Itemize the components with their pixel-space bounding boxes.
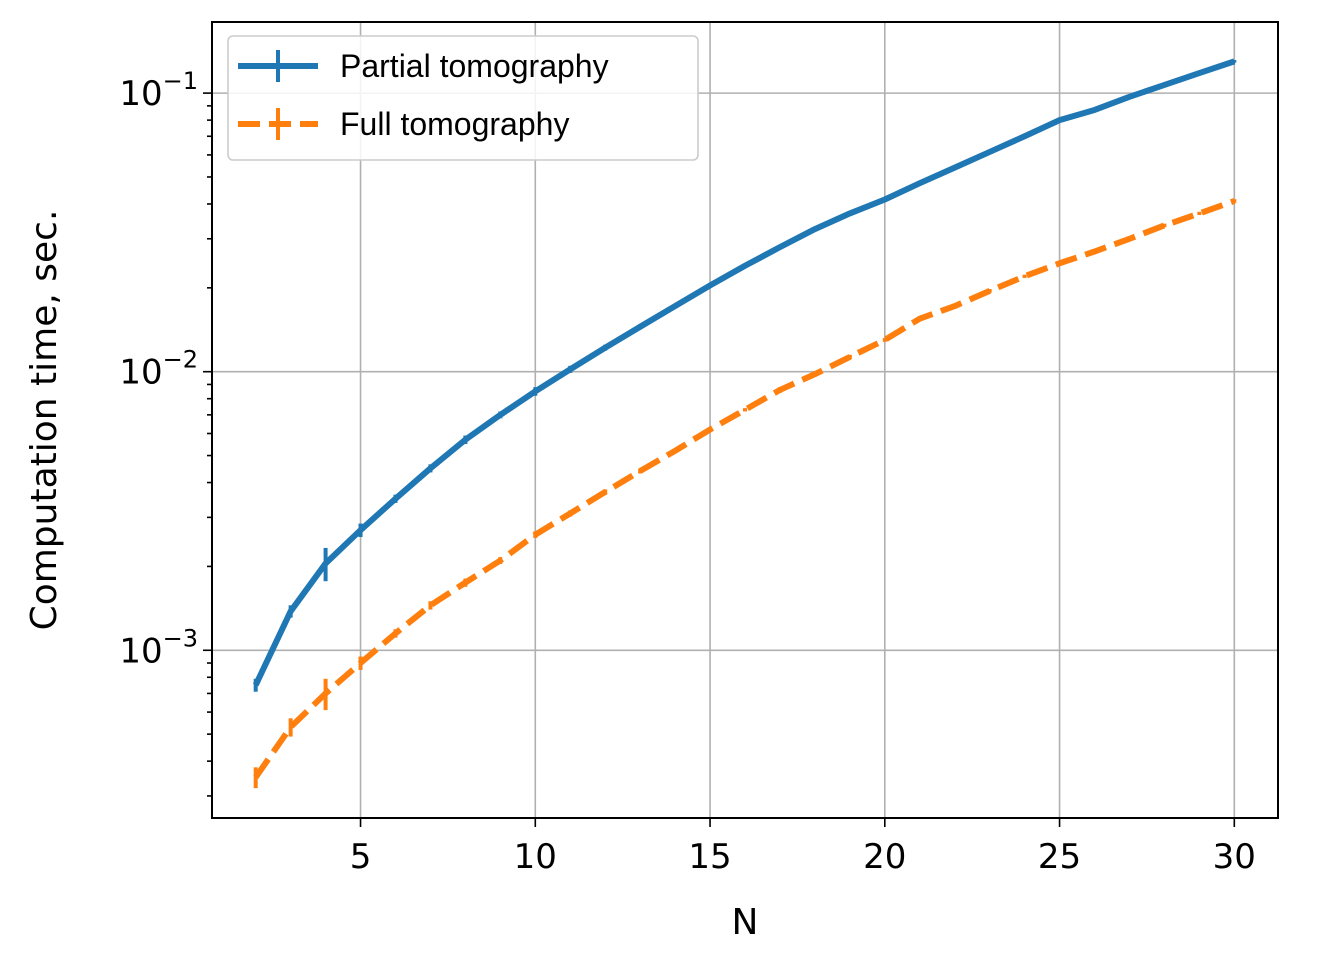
x-tick-label: 10 [514,837,557,877]
x-tick-label: 25 [1038,837,1081,877]
ticks [203,92,1236,827]
legend-entry-full: Full tomography [238,106,569,142]
tick-labels: 5 10 15 20 25 30 10−3 10−2 10−1 [119,67,1256,877]
legend-entry-partial: Partial tomography [238,48,609,84]
y-axis-label: Computation time, sec. [24,210,65,631]
series-layer [252,58,1237,789]
y-tick-label: 10−3 [119,624,198,671]
legend-box [227,35,699,161]
x-tick-label: 30 [1213,837,1256,877]
legend: Partial tomography Full tomography [227,35,699,161]
series-line [252,58,1236,687]
y-tick-label: 10−1 [119,67,198,114]
series-line [253,198,1236,780]
x-tick-label: 20 [863,837,906,877]
legend-label-partial: Partial tomography [340,48,609,84]
x-tick-label: 15 [688,837,731,877]
series-partial [252,58,1237,692]
y-tick-label: 10−2 [119,346,198,393]
x-tick-label: 5 [350,837,372,877]
legend-label-full: Full tomography [340,106,569,142]
series-full [253,198,1237,789]
plot-frame [211,21,1279,819]
x-axis-label: N [732,902,759,943]
